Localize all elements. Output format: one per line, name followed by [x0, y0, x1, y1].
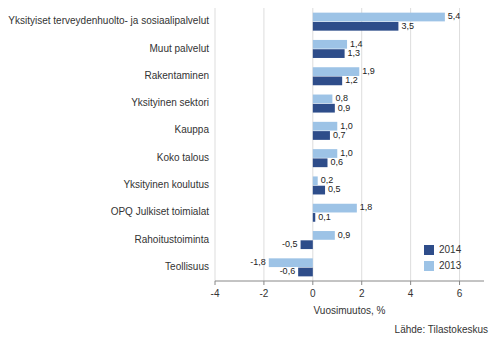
category-label: Muut palvelut [150, 43, 210, 54]
category-label: Rakentaminen [145, 70, 209, 81]
grid [215, 8, 460, 281]
bar [313, 40, 347, 49]
legend: 2014 2013 [424, 244, 462, 271]
tick-mark [263, 281, 264, 285]
bar [313, 49, 345, 58]
data-labels: 3,5 1,3 1,2 0,9 0,7 0,6 0,5 0,1 -0,5 -0,6 5,4 1,4 1,… [250, 11, 460, 276]
bar [313, 186, 325, 195]
bar [298, 268, 313, 277]
tick-mark [215, 281, 216, 285]
data-label: 1,4 [350, 39, 363, 49]
legend-swatch [424, 245, 434, 255]
bar [313, 213, 315, 222]
grid-line [459, 8, 460, 281]
bar [313, 95, 333, 104]
data-label: 1,0 [340, 148, 353, 158]
bar [313, 13, 445, 22]
data-label: -1,8 [250, 257, 266, 267]
data-label: 1,2 [345, 75, 358, 85]
x-axis-line [215, 281, 484, 282]
data-label: 0,7 [333, 130, 346, 140]
tick-mark [312, 281, 313, 285]
bar [313, 131, 330, 140]
tick-label: -4 [211, 288, 220, 299]
data-label: 0,9 [338, 230, 351, 240]
category-label: Kauppa [175, 124, 210, 135]
category-label: Rahoitustoiminta [135, 234, 210, 245]
source-note: Lähde: Tilastokeskus [395, 324, 488, 335]
legend-swatch [424, 261, 434, 271]
tick-label: 6 [457, 288, 463, 299]
data-label: 0,1 [318, 212, 331, 222]
category-label: Yksityinen koulutus [123, 179, 209, 190]
legend-label: 2013 [439, 260, 462, 271]
data-label: 0,6 [330, 157, 343, 167]
data-label: 1,8 [360, 202, 373, 212]
legend-label: 2014 [439, 244, 462, 255]
category-labels: Yksityiset terveydenhuolto- ja sosiaalip… [8, 15, 209, 272]
category-label: Koko talous [157, 152, 209, 163]
grid-line [215, 8, 216, 281]
data-label: 3,5 [401, 21, 414, 31]
x-axis-label: Vuosimuutos, % [314, 305, 386, 316]
chart: Yksityiset terveydenhuolto- ja sosiaalip… [0, 0, 494, 339]
tick-mark [361, 281, 362, 285]
category-label: Yksityiset terveydenhuolto- ja sosiaalip… [8, 15, 209, 26]
data-label: 1,3 [348, 48, 361, 58]
data-label: 1,0 [340, 121, 353, 131]
category-label: Teollisuus [165, 261, 209, 272]
data-label: 0,5 [328, 184, 341, 194]
bar [301, 240, 313, 249]
bar [313, 158, 328, 167]
tick-label: 2 [359, 288, 365, 299]
x-ticks: -4 -2 0 2 4 6 [211, 281, 463, 299]
data-label: 0,8 [335, 93, 348, 103]
bars [269, 13, 445, 277]
grid-line [263, 8, 264, 281]
bar [313, 231, 335, 240]
tick-mark [459, 281, 460, 285]
bar [313, 176, 318, 185]
tick-label: 0 [310, 288, 316, 299]
grid-line [312, 8, 313, 281]
category-label: Yksityinen sektori [131, 97, 209, 108]
data-label: -0,6 [280, 266, 296, 276]
tick-label: 4 [408, 288, 414, 299]
tick-label: -2 [259, 288, 268, 299]
bar [313, 77, 342, 86]
category-label: OPQ Julkiset toimialat [111, 206, 210, 217]
bar [313, 22, 399, 31]
data-label: 1,9 [362, 66, 375, 76]
bar [313, 104, 335, 113]
grid-line [410, 8, 411, 281]
tick-mark [410, 281, 411, 285]
grid-line [361, 8, 362, 281]
data-label: 0,2 [321, 175, 334, 185]
data-label: 0,9 [338, 103, 351, 113]
data-label: 5,4 [448, 11, 461, 21]
data-label: -0,5 [282, 239, 298, 249]
